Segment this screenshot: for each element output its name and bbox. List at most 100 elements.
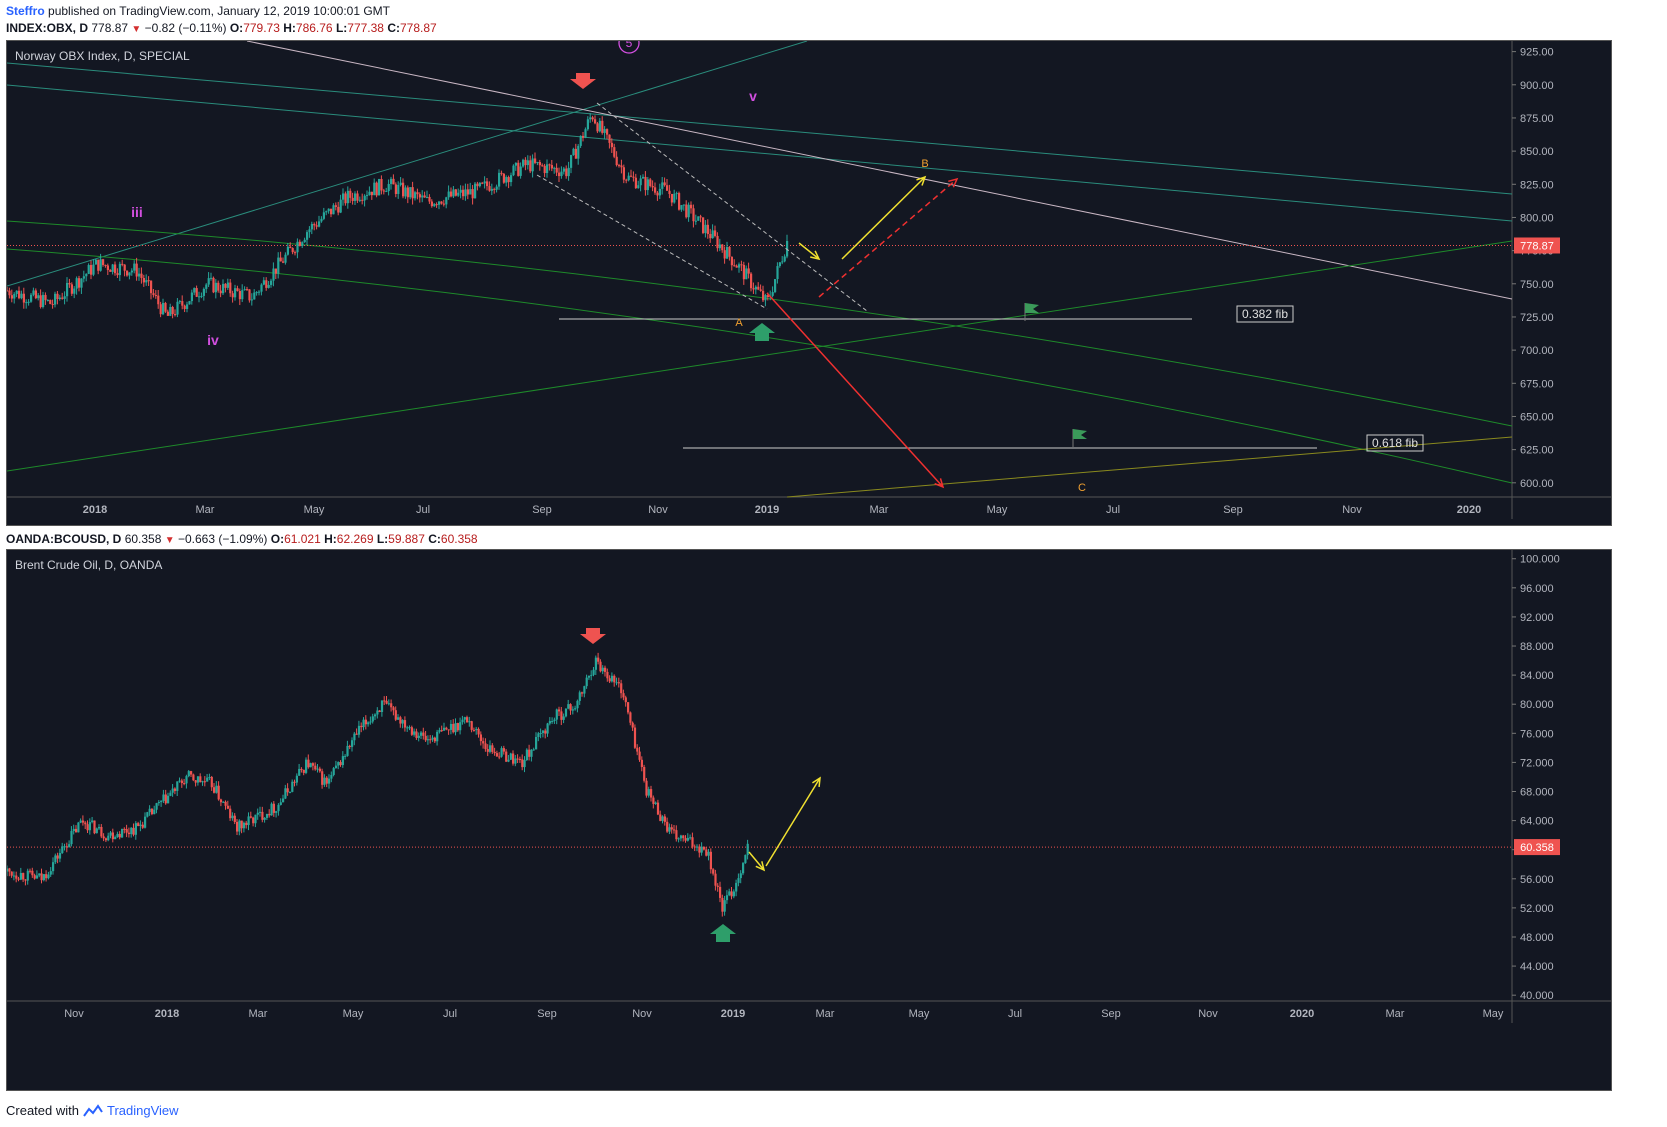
candle-body bbox=[599, 661, 602, 672]
time-tick-label: Mar bbox=[816, 1008, 835, 1020]
candle-body bbox=[663, 816, 666, 822]
candle-body bbox=[553, 719, 556, 722]
price-tick-label: 825.00 bbox=[1520, 179, 1554, 191]
brent-chart-svg[interactable]: 100.000 96.000 92.000 88.000 84.000 80.000 76.… bbox=[7, 550, 1611, 1090]
time-tick-label: Nov bbox=[632, 1008, 652, 1020]
descending-channel bbox=[536, 174, 768, 310]
candle-body bbox=[180, 780, 183, 784]
candle-body bbox=[486, 181, 489, 187]
time-tick-label: Nov bbox=[648, 504, 668, 516]
candle-body bbox=[116, 273, 119, 276]
candle-body bbox=[183, 783, 186, 785]
candle-body bbox=[461, 719, 464, 723]
obx-chart-pane[interactable]: 925.00900.00875.00850.00825.00800.00775.… bbox=[6, 40, 1612, 526]
candle-body bbox=[8, 290, 11, 296]
time-tick-label: Nov bbox=[1342, 504, 1362, 516]
candle-body bbox=[728, 246, 731, 257]
candle-body bbox=[518, 758, 522, 760]
candle-body bbox=[514, 162, 517, 166]
candle-body bbox=[661, 816, 664, 821]
candle-body bbox=[95, 828, 98, 834]
candle-body bbox=[294, 252, 297, 254]
price-tick-label: 875.00 bbox=[1520, 113, 1554, 125]
candle-body bbox=[645, 780, 648, 796]
candle-body bbox=[659, 814, 662, 821]
yellow-small-arrow bbox=[798, 242, 820, 260]
candle-body bbox=[615, 156, 618, 166]
candle-body bbox=[589, 117, 592, 120]
candle-body bbox=[277, 257, 280, 274]
obx-chart-svg[interactable]: 925.00900.00875.00850.00825.00800.00775.… bbox=[7, 41, 1611, 525]
candle-body bbox=[114, 837, 117, 840]
candle-body bbox=[633, 727, 637, 748]
created-with-text: Created with bbox=[6, 1103, 79, 1118]
candle-body bbox=[236, 821, 239, 832]
obx-l-label: L: bbox=[335, 21, 348, 35]
price-tick-label: 64.000 bbox=[1520, 816, 1554, 828]
candle-body bbox=[394, 184, 397, 194]
candle-body bbox=[576, 700, 579, 709]
candle-body bbox=[224, 283, 227, 288]
candle-body bbox=[682, 835, 685, 839]
candle-body bbox=[680, 205, 683, 210]
candle-body bbox=[141, 824, 144, 828]
candle-body bbox=[675, 193, 678, 195]
candle-body bbox=[330, 208, 333, 215]
candle-body bbox=[376, 710, 379, 715]
brent-chart-pane[interactable]: 100.000 96.000 92.000 88.000 84.000 80.000 76.… bbox=[6, 549, 1612, 1091]
obx-open: 779.73 bbox=[243, 21, 280, 35]
candle-body bbox=[52, 862, 55, 872]
candle-body bbox=[82, 276, 85, 279]
candle-body bbox=[229, 282, 232, 294]
candle-body bbox=[157, 802, 160, 804]
candle-body bbox=[735, 882, 738, 892]
candle-body bbox=[217, 785, 220, 800]
candle-body bbox=[20, 293, 23, 299]
candle-body bbox=[346, 745, 349, 756]
candle-body bbox=[298, 241, 301, 246]
candle-body bbox=[171, 788, 174, 793]
candle-body bbox=[61, 846, 64, 854]
candle-body bbox=[380, 179, 383, 191]
candle-body bbox=[314, 765, 317, 770]
candle-body bbox=[260, 284, 263, 292]
price-tick-label: 900.00 bbox=[1520, 80, 1554, 92]
fib-0618-label: 0.618 fib bbox=[1372, 436, 1418, 450]
candle-body bbox=[510, 175, 513, 183]
candle-body bbox=[98, 826, 101, 829]
candle-body bbox=[606, 671, 609, 679]
obx-close: 778.87 bbox=[400, 21, 437, 35]
candle-body bbox=[75, 278, 78, 289]
time-tick-label: Mar bbox=[196, 504, 215, 516]
candle-body bbox=[128, 272, 131, 276]
candle-body bbox=[361, 199, 364, 201]
price-tick-label: 700.00 bbox=[1520, 345, 1554, 357]
candle-body bbox=[195, 288, 198, 297]
candle-body bbox=[150, 280, 153, 294]
candle-body bbox=[38, 873, 41, 876]
candle-body bbox=[587, 675, 591, 678]
candle-body bbox=[10, 295, 13, 299]
candle-body bbox=[399, 717, 402, 724]
candle-body bbox=[321, 771, 324, 785]
candle-body bbox=[613, 147, 616, 157]
candle-body bbox=[313, 224, 316, 226]
candle-body bbox=[512, 165, 515, 176]
candle-body bbox=[675, 830, 678, 840]
candle-body bbox=[438, 730, 441, 732]
candle-body bbox=[553, 167, 556, 169]
candle-body bbox=[582, 135, 585, 138]
candle-body bbox=[746, 843, 749, 856]
author-link[interactable]: Steffro bbox=[6, 4, 45, 18]
candle-body bbox=[354, 193, 357, 201]
candle-body bbox=[532, 749, 535, 751]
candle-body bbox=[355, 733, 358, 735]
candle-body bbox=[116, 833, 119, 838]
tradingview-logo-icon bbox=[83, 1103, 103, 1117]
candle-body bbox=[517, 162, 520, 176]
candle-body bbox=[608, 678, 611, 682]
candle-body bbox=[399, 182, 402, 186]
price-tick-label: 750.00 bbox=[1520, 279, 1554, 291]
price-tick-label: 44.000 bbox=[1520, 961, 1554, 973]
tradingview-brand[interactable]: TradingView bbox=[106, 1103, 179, 1118]
